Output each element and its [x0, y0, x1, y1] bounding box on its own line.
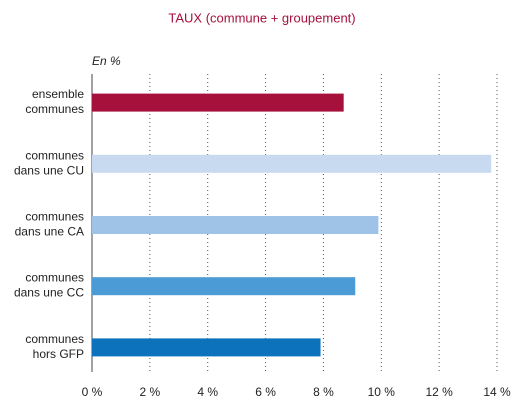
x-tick-label: 0 %: [82, 385, 103, 399]
bar: [92, 154, 492, 173]
y-tick-label: communes dans une CA: [15, 210, 84, 239]
x-tick-label: 12 %: [425, 385, 453, 399]
y-tick-label: communes dans une CC: [14, 271, 84, 300]
y-tick-label: communes dans une CU: [14, 148, 84, 177]
bar: [92, 93, 344, 112]
x-tick-label: 8 %: [313, 385, 334, 399]
y-tick-label: ensemble communes: [25, 87, 84, 116]
y-tick-label: communes hors GFP: [25, 332, 84, 361]
x-tick-label: 4 %: [197, 385, 218, 399]
bar: [92, 216, 379, 234]
axis-label: En %: [92, 54, 121, 68]
bar: [92, 338, 321, 357]
bar: [92, 277, 356, 296]
x-tick-label: 14 %: [483, 385, 511, 399]
x-tick-label: 2 %: [140, 385, 161, 399]
chart-title: TAUX (commune + groupement): [168, 10, 355, 25]
x-tick-label: 10 %: [368, 385, 396, 399]
x-tick-label: 6 %: [255, 385, 276, 399]
